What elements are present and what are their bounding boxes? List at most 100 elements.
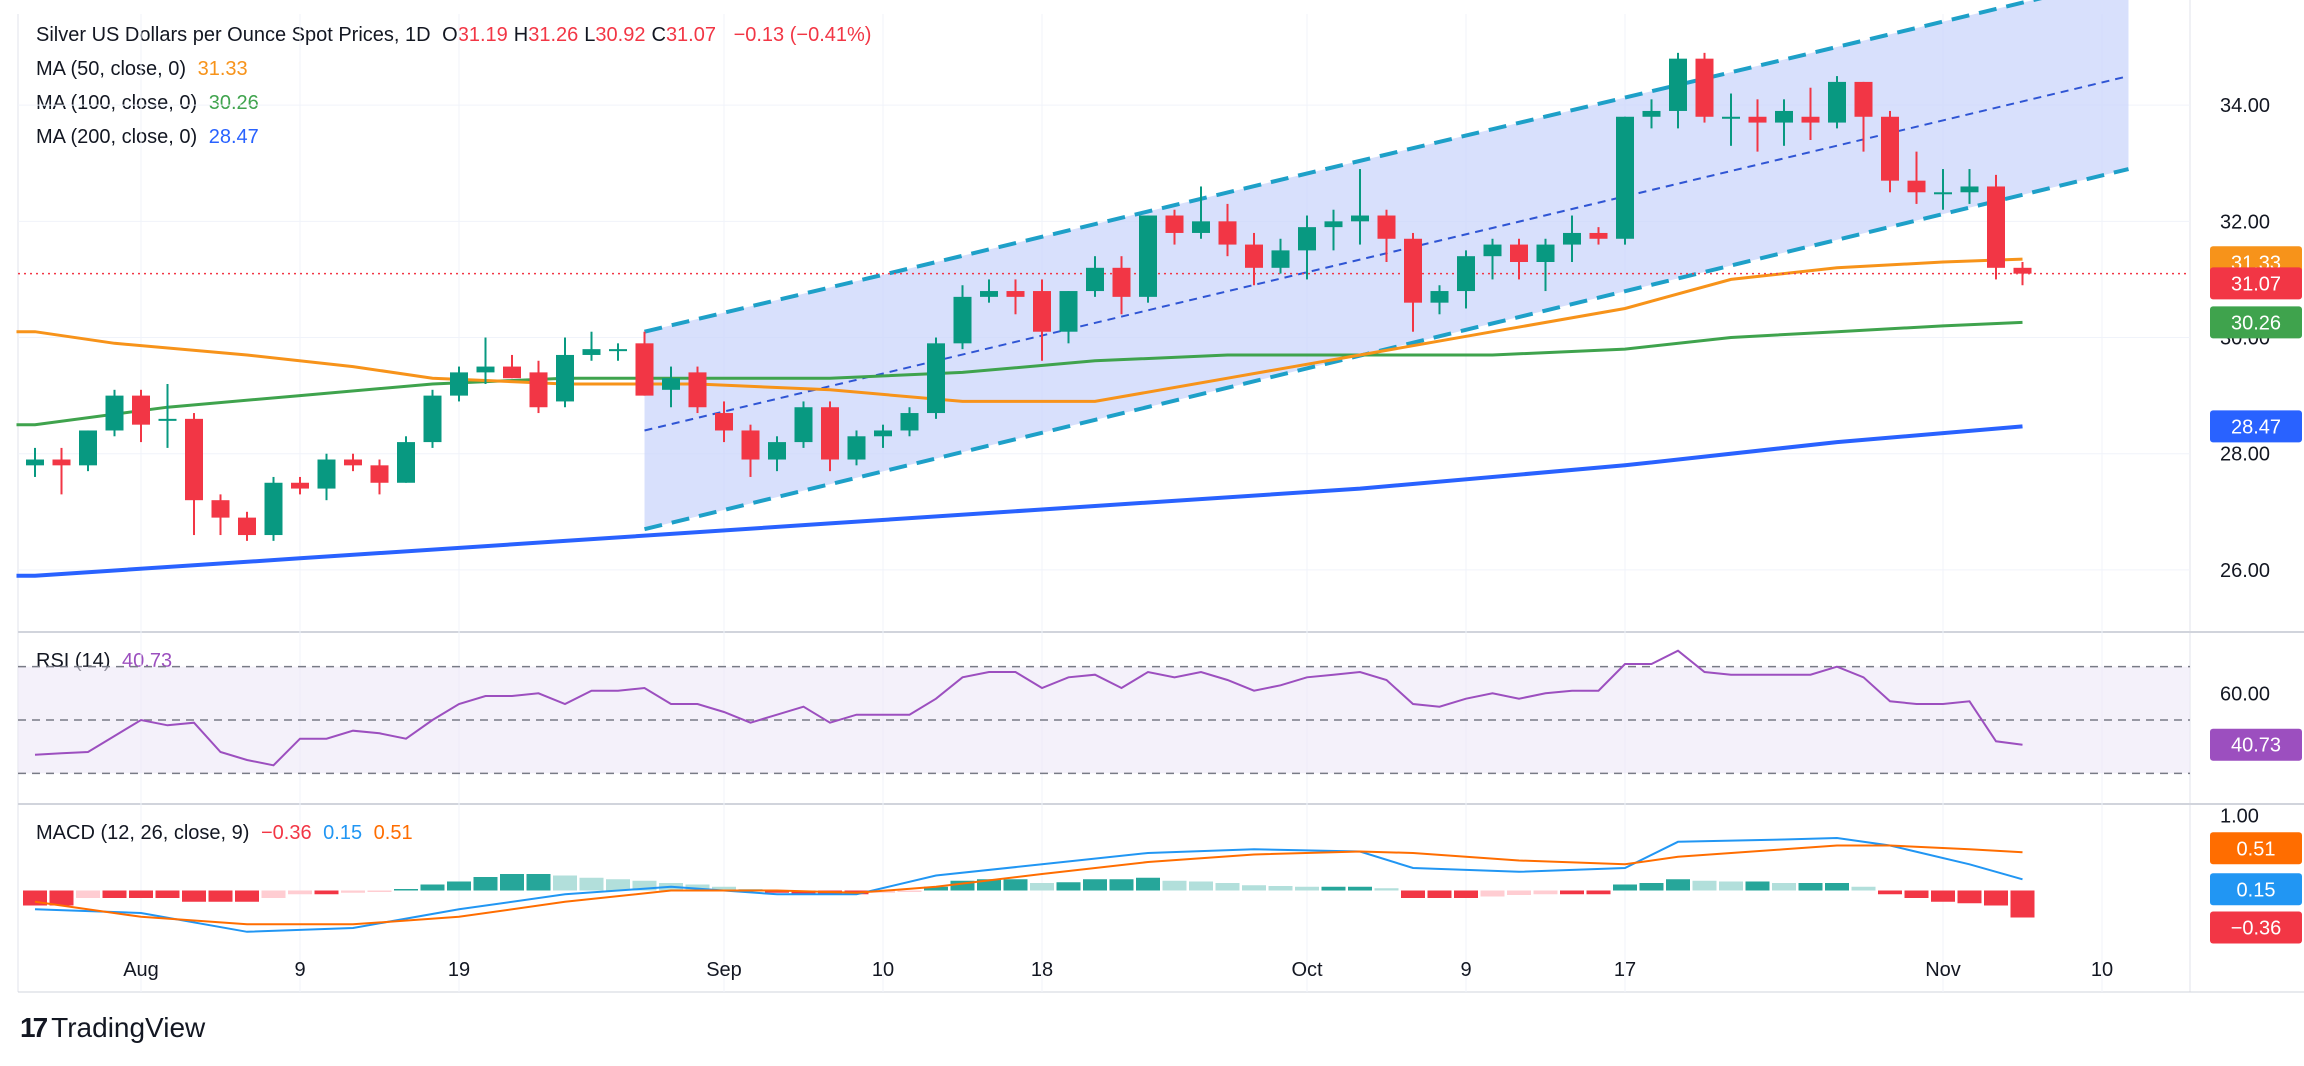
tradingview-brand[interactable]: 17 TradingView — [20, 1012, 205, 1044]
price-badge — [2210, 410, 2302, 443]
candle-body — [344, 459, 362, 466]
macd-histogram-bar — [950, 880, 975, 891]
macd-histogram-bar — [129, 890, 153, 898]
candle-body — [423, 395, 442, 443]
macd-label: MACD (12, 26, close, 9) — [36, 822, 250, 844]
macd-tick-label: 1.00 — [2220, 806, 2259, 828]
ma200-label: MA (200, close, 0) — [36, 126, 198, 148]
macd-histogram-bar — [1692, 880, 1717, 891]
macd-histogram-bar — [1560, 890, 1584, 895]
macd-histogram-bar — [1613, 884, 1637, 891]
candle-body — [609, 349, 627, 352]
candle-body — [1483, 244, 1502, 257]
macd-histogram-bar — [420, 884, 445, 891]
ma50-legend: MA (50, close, 0) 31.33 — [36, 52, 877, 86]
candle-body — [715, 413, 733, 431]
chart-title: Silver US Dollars per Ounce Spot Prices,… — [36, 24, 431, 46]
time-tick-label: Aug — [123, 959, 159, 981]
price-badge — [2210, 267, 2302, 300]
ma200-line — [16, 424, 2023, 578]
price-tick-label: 26.00 — [2220, 560, 2270, 582]
candle-body — [582, 349, 601, 355]
ohlc-h-value: 31.26 — [528, 24, 579, 46]
candle-body — [1563, 232, 1581, 245]
candle-body — [556, 354, 574, 402]
macd-histogram-bar — [1798, 883, 1823, 891]
tradingview-logo-icon: 17 — [20, 1012, 48, 1043]
price-badge — [2210, 306, 2302, 339]
candle-body — [874, 430, 892, 437]
macd-histogram-bar — [632, 880, 657, 891]
macd-histogram-bar — [1348, 886, 1372, 891]
candle-body — [1722, 116, 1740, 119]
candle-body — [211, 500, 230, 518]
time-tick-label: Sep — [706, 959, 742, 981]
macd-signal-line — [34, 844, 2023, 926]
candle-body — [317, 459, 336, 489]
macd-line — [34, 836, 2023, 933]
candle-body — [1112, 267, 1131, 297]
ma50-value: 31.33 — [197, 58, 248, 80]
macd-histogram-bar — [1851, 886, 1876, 891]
candle-body — [1536, 244, 1555, 262]
ohlc-c-label: C — [651, 24, 666, 46]
price-tick-label: 34.00 — [2220, 95, 2270, 117]
macd-histogram-bar — [1480, 890, 1505, 897]
ma100-value: 30.26 — [208, 92, 259, 114]
macd-histogram-bar — [1321, 886, 1346, 891]
macd-histogram-bar — [553, 875, 577, 891]
ma200-legend: MA (200, close, 0) 28.47 — [36, 120, 877, 154]
macd-histogram-bar — [1215, 883, 1240, 891]
candle-body — [1298, 227, 1316, 251]
candle-body — [1404, 238, 1422, 303]
candle-body — [26, 459, 44, 466]
rsi-badge-label: 40.73 — [2231, 735, 2281, 757]
change-value: −0.13 (−0.41%) — [733, 24, 872, 46]
macd-histogram-bar — [1056, 882, 1081, 891]
candle-body — [238, 517, 256, 536]
candle-body — [1669, 58, 1687, 111]
brand-name: TradingView — [51, 1012, 206, 1043]
macd-histogram-bar — [977, 879, 1001, 891]
candle-body — [450, 372, 468, 396]
macd-histogram-bar — [1931, 890, 1955, 902]
macd-histogram-bar — [1745, 881, 1770, 891]
macd-histogram-bar — [155, 890, 180, 898]
macd-signal-value: 0.51 — [373, 822, 413, 844]
macd-histogram-bar — [579, 877, 604, 891]
candle-body — [927, 343, 945, 414]
candle-body — [1510, 244, 1528, 262]
candle-body — [1987, 186, 2005, 268]
candle-body — [264, 482, 283, 536]
macd-histogram-bar — [1984, 890, 2008, 906]
ohlc-c-value: 31.07 — [665, 24, 716, 46]
time-tick-label: 9 — [294, 959, 305, 981]
time-tick-label: 19 — [448, 959, 470, 981]
ohlc-values: O31.19 H31.26 L30.92 C31.07 — [442, 24, 722, 46]
candle-body — [291, 482, 309, 489]
candle-body — [1245, 244, 1263, 268]
macd-histogram-bar — [1586, 890, 1611, 895]
ma100-line — [16, 320, 2023, 427]
rsi-badge — [2210, 728, 2302, 761]
rsi-tick-label: 60.00 — [2220, 683, 2270, 705]
macd-histogram-bar — [500, 874, 524, 891]
macd-histogram-bar — [685, 884, 710, 891]
macd-histogram-bar — [1083, 879, 1107, 891]
ma100-label: MA (100, close, 0) — [36, 92, 198, 114]
candle-body — [79, 430, 97, 466]
macd-histogram-bar — [1666, 879, 1690, 891]
candle-body — [1351, 215, 1369, 222]
macd-histogram-bar — [367, 890, 392, 892]
candle-body — [1589, 232, 1608, 239]
macd-histogram-bar — [394, 889, 418, 891]
macd-histogram-bar — [208, 890, 233, 902]
macd-histogram-bar — [1719, 881, 1743, 891]
time-tick-label: 18 — [1031, 959, 1053, 981]
channel-upper-line — [644, 0, 2043, 334]
macd-badge-label: 0.15 — [2237, 879, 2276, 901]
candle-body — [1616, 116, 1634, 239]
price-badge-label: 30.26 — [2231, 312, 2281, 334]
candle-body — [900, 413, 919, 431]
